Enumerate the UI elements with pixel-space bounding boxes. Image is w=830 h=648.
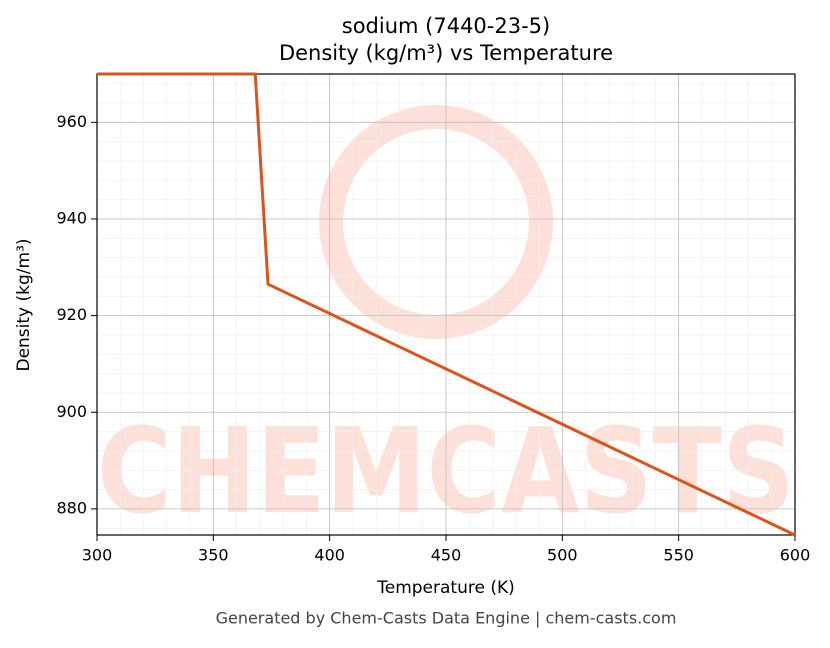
x-axis-label: Temperature (K) — [376, 578, 515, 598]
y-tick-label: 920 — [56, 305, 87, 324]
watermark-logo — [319, 105, 553, 339]
data-line — [97, 72, 796, 537]
y-tick-label: 960 — [56, 112, 87, 131]
plot-frame — [96, 73, 796, 536]
x-tick-label: 350 — [198, 546, 229, 565]
chart-subtitle: Density (kg/m³) vs Temperature — [279, 41, 613, 65]
x-tick-label: 550 — [663, 546, 694, 565]
x-tick-label: 600 — [780, 546, 811, 565]
x-tick-label: 300 — [82, 546, 113, 565]
x-tick-label: 500 — [547, 546, 578, 565]
y-tick-label: 940 — [56, 208, 87, 227]
y-tick-label: 880 — [56, 498, 87, 517]
x-tick-label: 450 — [431, 546, 462, 565]
x-tick-label: 400 — [314, 546, 345, 565]
y-axis-label: Density (kg/m³) — [14, 238, 34, 371]
chart-title: sodium (7440-23-5) — [342, 14, 550, 38]
y-tick-label: 900 — [56, 402, 87, 421]
footer: Generated by Chem-Casts Data Engine | ch… — [216, 609, 677, 628]
